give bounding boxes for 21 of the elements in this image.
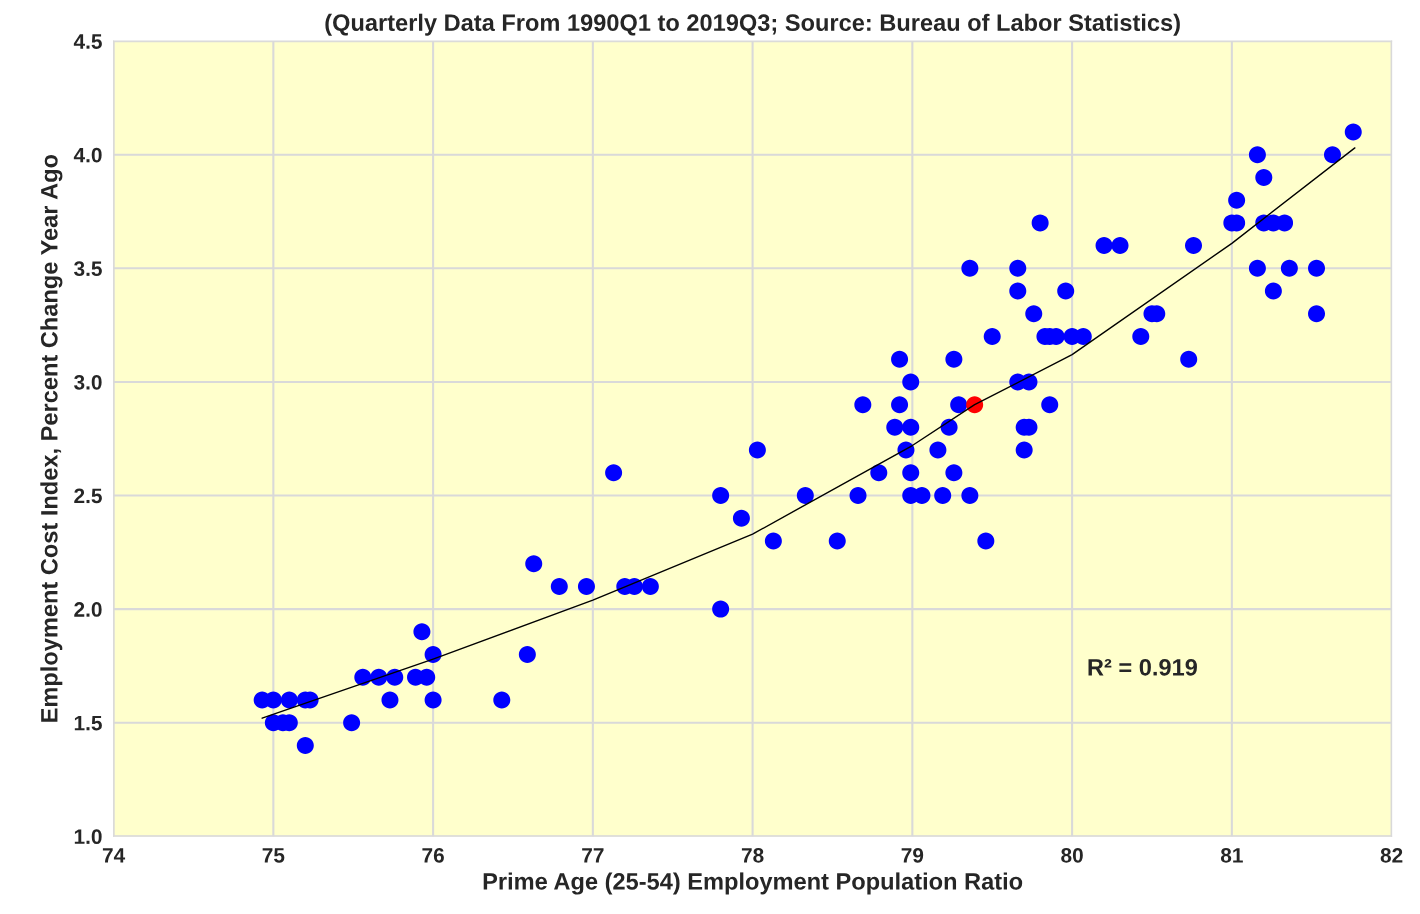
y-tick-label: 4.0 [73, 147, 102, 163]
y-tick-label: 2.0 [74, 602, 102, 617]
y-tick-label: 4.5 [73, 34, 102, 49]
y-axis-title: Employment Cost Index, Percent Change Year Ago [40, 154, 63, 722]
y-tick-label: 1.0 [74, 829, 102, 845]
x-tick-label: 81 [1220, 847, 1243, 863]
y-tick-label: 1.5 [74, 715, 102, 731]
x-tick-label: 82 [1380, 847, 1403, 863]
x-tick-label: 76 [422, 847, 444, 863]
x-tick-label: 80 [1061, 847, 1083, 863]
x-tick-label: 78 [741, 847, 764, 863]
x-tick-label: 79 [901, 847, 924, 863]
y-tick-label: 3.0 [74, 374, 102, 390]
x-tick-label: 77 [582, 848, 604, 863]
x-axis-title: Prime Age (25-54) Employment Population Ratio [483, 872, 1023, 895]
x-tick-label: 74 [102, 848, 126, 863]
y-tick-label: 2.5 [74, 488, 102, 504]
annotation: R² = 0.919 [1088, 658, 1197, 676]
x-tick-label: 75 [262, 848, 285, 863]
chart-subtitle: (Quarterly Data From 1990Q1 to 2019Q3; Source: Bureau of Labor Statistics) [325, 13, 1180, 36]
y-tick-label: 3.5 [74, 261, 102, 277]
